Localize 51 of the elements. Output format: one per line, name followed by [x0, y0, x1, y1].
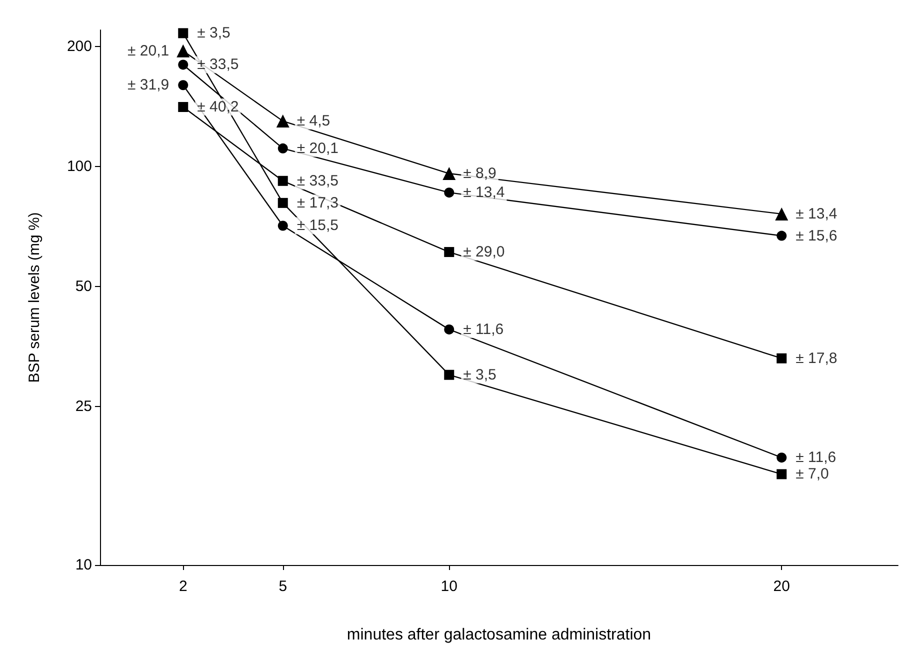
- point: [444, 247, 454, 258]
- y-tick-label: 50: [75, 278, 92, 295]
- point: [442, 167, 456, 180]
- annotation: ± 15,6: [796, 227, 838, 244]
- annotation: ± 20,1: [128, 42, 170, 60]
- point: [444, 324, 454, 334]
- point: [178, 60, 188, 70]
- y-tick-label: 100: [66, 158, 92, 175]
- y-axis-title: BSP serum levels (mg %): [26, 212, 43, 383]
- annotation: ± 13,4: [796, 205, 838, 222]
- annotation: ± 15,5: [296, 217, 338, 234]
- annotation: ± 33,5: [197, 56, 239, 74]
- annotation: ± 31,9: [128, 76, 170, 94]
- point: [444, 370, 454, 380]
- annotation: ± 3,5: [197, 24, 230, 42]
- point: [178, 102, 188, 112]
- point: [775, 207, 788, 220]
- y-tick-label: 25: [75, 398, 92, 415]
- x-tick-label: 2: [178, 578, 188, 595]
- point: [278, 143, 288, 154]
- annotation: ± 13,4: [463, 184, 505, 202]
- y-tick-label: 10: [75, 556, 92, 574]
- y-tick-label: 200: [66, 38, 92, 55]
- annotation: ± 3,5: [463, 366, 496, 384]
- x-tick-label: 5: [278, 578, 288, 595]
- point: [276, 114, 290, 128]
- annotation: ± 11,6: [463, 320, 504, 338]
- point: [776, 452, 787, 463]
- point: [444, 188, 454, 198]
- point: [278, 198, 288, 208]
- x-axis-title: minutes after galactosamine administration: [346, 626, 652, 644]
- annotation: ± 20,1: [296, 140, 338, 157]
- point: [178, 28, 188, 38]
- annotation: ± 17,3: [296, 194, 338, 212]
- annotation: ± 29,0: [463, 244, 505, 261]
- point: [176, 44, 190, 58]
- annotation: ± 40,2: [197, 98, 239, 116]
- point: [178, 80, 188, 90]
- annotation: ± 4,5: [296, 112, 330, 130]
- annotation: ± 7,0: [796, 466, 829, 483]
- point: [776, 469, 787, 480]
- point: [278, 176, 288, 186]
- annotation: ± 11,6: [796, 449, 836, 466]
- annotation: ± 8,9: [463, 165, 496, 182]
- x-tick-label: 20: [773, 578, 790, 595]
- annotation: ± 17,8: [796, 350, 838, 367]
- annotation: ± 33,5: [296, 172, 338, 190]
- point: [776, 353, 787, 364]
- point: [776, 230, 787, 241]
- x-tick-label: 10: [440, 578, 458, 595]
- point: [278, 220, 288, 231]
